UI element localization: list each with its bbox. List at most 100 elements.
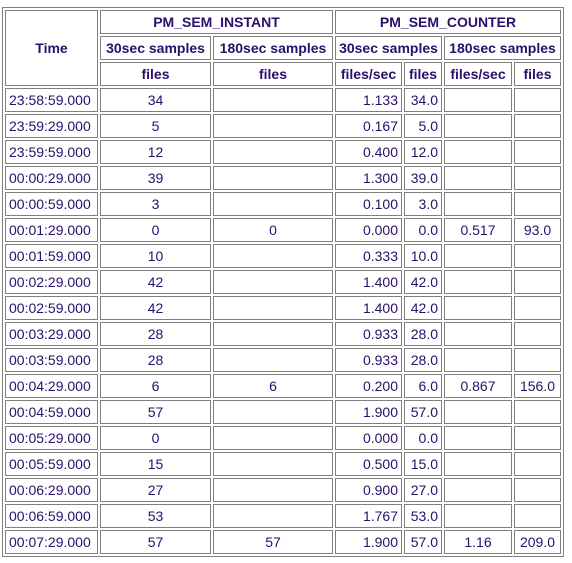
counter-30sec-rate-cell: 0.333 — [335, 244, 402, 268]
table-row: 23:59:29.000 5 0.167 5.0 — [5, 114, 561, 138]
counter-30sec-count-cell: 28.0 — [404, 348, 442, 372]
instant-180sec-unit: files — [213, 62, 333, 86]
instant-180sec-cell: 0 — [213, 218, 333, 242]
table-row: 00:01:59.000 10 0.333 10.0 — [5, 244, 561, 268]
instant-30sec-cell: 28 — [100, 348, 211, 372]
instant-30sec-header: 30sec samples — [100, 36, 211, 60]
counter-180sec-rate-cell — [444, 88, 512, 112]
counter-180sec-count-cell — [514, 504, 561, 528]
counter-30sec-rate-cell: 1.900 — [335, 400, 402, 424]
counter-180sec-rate-cell — [444, 322, 512, 346]
instant-180sec-cell — [213, 400, 333, 424]
time-cell: 00:01:59.000 — [5, 244, 98, 268]
instant-180sec-cell — [213, 322, 333, 346]
counter-180sec-count-cell — [514, 452, 561, 476]
instant-180sec-cell — [213, 244, 333, 268]
counter-180sec-count-cell — [514, 322, 561, 346]
counter-180sec-rate-cell: 0.517 — [444, 218, 512, 242]
table-row: 00:03:29.000 28 0.933 28.0 — [5, 322, 561, 346]
counter-30sec-count-cell: 39.0 — [404, 166, 442, 190]
table-row: 00:06:29.000 27 0.900 27.0 — [5, 478, 561, 502]
time-cell: 00:05:29.000 — [5, 426, 98, 450]
instant-30sec-cell: 42 — [100, 296, 211, 320]
counter-180sec-count-cell — [514, 88, 561, 112]
counter-180sec-rate-cell — [444, 270, 512, 294]
table-header: Time PM_SEM_INSTANT PM_SEM_COUNTER 30sec… — [5, 10, 561, 86]
counter-30sec-rate-cell: 1.400 — [335, 296, 402, 320]
header-row-groups: Time PM_SEM_INSTANT PM_SEM_COUNTER — [5, 10, 561, 86]
counter-30sec-rate-cell: 0.500 — [335, 452, 402, 476]
counter-30sec-count-cell: 42.0 — [404, 270, 442, 294]
counter-30sec-count-cell: 28.0 — [404, 322, 442, 346]
counter-30sec-rate-cell: 0.000 — [335, 426, 402, 450]
time-cell: 00:00:29.000 — [5, 166, 98, 190]
instant-180sec-cell — [213, 452, 333, 476]
counter-180sec-rate-cell — [444, 296, 512, 320]
time-cell: 00:06:29.000 — [5, 478, 98, 502]
counter-30sec-rate-cell: 0.933 — [335, 322, 402, 346]
counter-180sec-count-cell — [514, 348, 561, 372]
time-column-header: Time — [5, 10, 98, 86]
instant-180sec-cell: 57 — [213, 530, 333, 554]
instant-30sec-cell: 0 — [100, 426, 211, 450]
counter-30sec-rate-cell: 0.000 — [335, 218, 402, 242]
instant-180sec-cell: 6 — [213, 374, 333, 398]
time-cell: 00:06:59.000 — [5, 504, 98, 528]
time-cell: 00:02:59.000 — [5, 296, 98, 320]
instant-180sec-header: 180sec samples — [213, 36, 333, 60]
instant-180sec-cell — [213, 140, 333, 164]
counter-180sec-count-cell — [514, 426, 561, 450]
table-row: 00:02:29.000 42 1.400 42.0 — [5, 270, 561, 294]
instant-group-header: PM_SEM_INSTANT — [100, 10, 333, 34]
counter-180sec-count-cell — [514, 166, 561, 190]
table-row: 00:05:29.000 0 0.000 0.0 — [5, 426, 561, 450]
instant-180sec-cell — [213, 114, 333, 138]
instant-30sec-cell: 53 — [100, 504, 211, 528]
counter-180sec-rate-cell: 0.867 — [444, 374, 512, 398]
counter-180sec-rate-cell — [444, 400, 512, 424]
instant-30sec-cell: 57 — [100, 400, 211, 424]
counter-180sec-rate-cell — [444, 452, 512, 476]
counter-30sec-count-cell: 5.0 — [404, 114, 442, 138]
instant-30sec-cell: 57 — [100, 530, 211, 554]
counter-30sec-count-cell: 15.0 — [404, 452, 442, 476]
counter-180sec-header: 180sec samples — [444, 36, 561, 60]
time-cell: 00:01:29.000 — [5, 218, 98, 242]
counter-180sec-count-cell — [514, 296, 561, 320]
instant-30sec-cell: 10 — [100, 244, 211, 268]
instant-180sec-cell — [213, 88, 333, 112]
instant-180sec-cell — [213, 270, 333, 294]
instant-180sec-cell — [213, 504, 333, 528]
instant-30sec-cell: 39 — [100, 166, 211, 190]
counter-30sec-rate-cell: 1.900 — [335, 530, 402, 554]
counter-30sec-rate-cell: 0.400 — [335, 140, 402, 164]
counter-30sec-rate-cell: 1.300 — [335, 166, 402, 190]
counter-30sec-count-cell: 27.0 — [404, 478, 442, 502]
table-row: 00:02:59.000 42 1.400 42.0 — [5, 296, 561, 320]
counter-180sec-count-cell — [514, 270, 561, 294]
time-cell: 23:59:29.000 — [5, 114, 98, 138]
instant-180sec-cell — [213, 166, 333, 190]
time-cell: 00:04:29.000 — [5, 374, 98, 398]
table-row: 00:04:29.000 6 6 0.200 6.0 0.867 156.0 — [5, 374, 561, 398]
counter-180sec-count-cell — [514, 140, 561, 164]
time-cell: 00:07:29.000 — [5, 530, 98, 554]
header-row-units: files files files/sec files files/sec fi… — [5, 62, 561, 86]
counter-30sec-count-cell: 6.0 — [404, 374, 442, 398]
time-cell: 00:03:29.000 — [5, 322, 98, 346]
counter-180sec-rate-cell — [444, 114, 512, 138]
instant-30sec-cell: 6 — [100, 374, 211, 398]
table-row: 00:00:29.000 39 1.300 39.0 — [5, 166, 561, 190]
instant-30sec-cell: 0 — [100, 218, 211, 242]
counter-30sec-count-cell: 10.0 — [404, 244, 442, 268]
time-cell: 00:03:59.000 — [5, 348, 98, 372]
counter-180sec-rate-cell — [444, 166, 512, 190]
counter-30sec-rate-cell: 0.200 — [335, 374, 402, 398]
table-row: 00:01:29.000 0 0 0.000 0.0 0.517 93.0 — [5, 218, 561, 242]
instant-30sec-cell: 42 — [100, 270, 211, 294]
counter-180sec-rate-cell — [444, 348, 512, 372]
counter-30sec-rate-cell: 0.167 — [335, 114, 402, 138]
counter-180sec-rate-cell: 1.16 — [444, 530, 512, 554]
time-cell: 23:59:59.000 — [5, 140, 98, 164]
counter-180sec-count-cell — [514, 478, 561, 502]
